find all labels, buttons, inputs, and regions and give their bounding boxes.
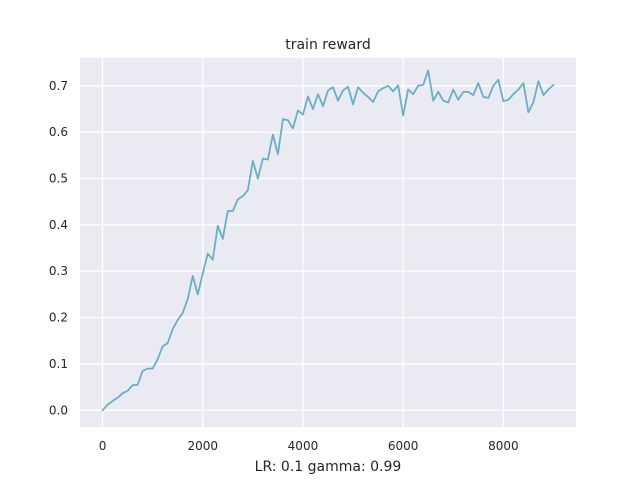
x-tick-labels: 0 2000 4000 6000 8000: [99, 439, 519, 453]
x-tick-label: 8000: [488, 439, 519, 453]
chart-title: train reward: [285, 37, 371, 53]
y-tick-labels: 0.0 0.1 0.2 0.3 0.4 0.5 0.6 0.7: [49, 79, 68, 417]
series-group: [101, 69, 555, 412]
y-tick-label: 0.0: [49, 403, 68, 417]
y-tick-label: 0.2: [49, 311, 68, 325]
x-axis-label: LR: 0.1 gamma: 0.99: [255, 459, 402, 475]
y-tick-label: 0.1: [49, 357, 68, 371]
series-line: [101, 69, 555, 412]
y-tick-label: 0.3: [49, 264, 68, 278]
y-tick-label: 0.7: [49, 79, 68, 93]
y-tick-label: 0.5: [49, 172, 68, 186]
x-tick-label: 2000: [187, 439, 218, 453]
x-tick-label: 0: [99, 439, 107, 453]
x-tick-label: 4000: [288, 439, 319, 453]
y-tick-label: 0.4: [49, 218, 68, 232]
y-tick-label: 0.6: [49, 125, 68, 139]
plot-background: [80, 58, 576, 427]
x-tick-label: 6000: [388, 439, 419, 453]
